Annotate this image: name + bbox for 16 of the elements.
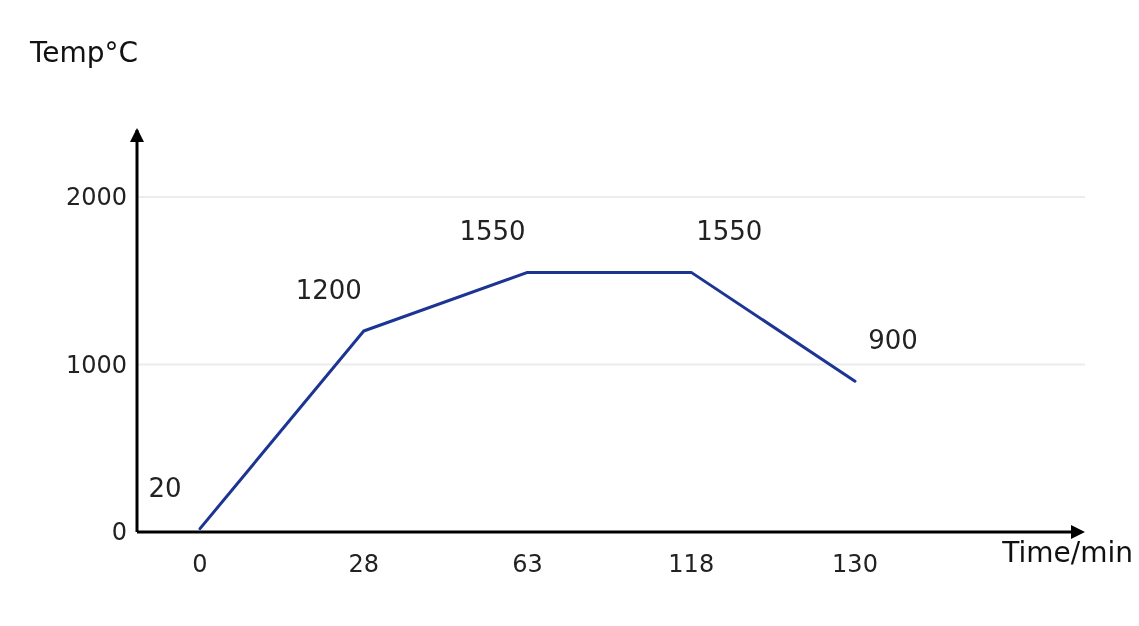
x-tick-label: 63 bbox=[512, 550, 543, 578]
y-axis-title: Temp°C bbox=[29, 36, 139, 69]
data-label: 900 bbox=[868, 325, 918, 356]
x-tick-label: 130 bbox=[832, 550, 878, 578]
y-tick-label: 2000 bbox=[65, 183, 127, 211]
y-tick-label: 0 bbox=[111, 518, 127, 546]
data-label: 1200 bbox=[295, 275, 362, 305]
x-axis-title: Time/min bbox=[1001, 536, 1133, 569]
x-tick-label: 0 bbox=[192, 550, 208, 578]
line-series bbox=[198, 270, 857, 531]
data-label: 1550 bbox=[696, 216, 763, 247]
data-label: 20 bbox=[148, 472, 182, 503]
x-tick-label: 118 bbox=[668, 550, 715, 578]
data-label: 1550 bbox=[459, 216, 526, 247]
x-tick-label: 28 bbox=[348, 550, 380, 578]
y-tick-label: 1000 bbox=[65, 350, 127, 379]
